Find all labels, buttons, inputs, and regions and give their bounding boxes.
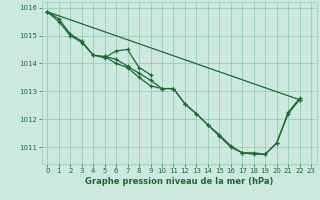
X-axis label: Graphe pression niveau de la mer (hPa): Graphe pression niveau de la mer (hPa)	[85, 177, 273, 186]
